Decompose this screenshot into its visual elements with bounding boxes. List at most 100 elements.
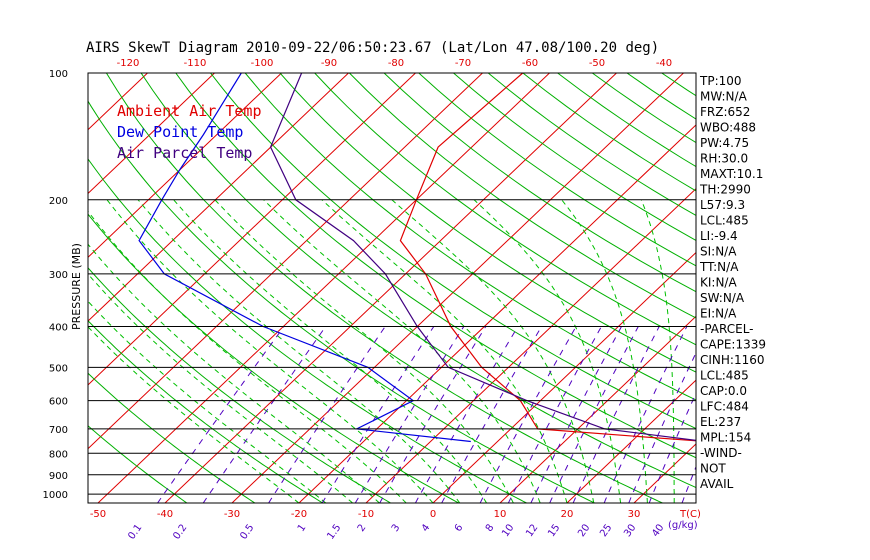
isotherm-line [97,73,550,503]
mixing-ratio-tick-label: 0.2 [171,522,189,541]
moist-adiabat-line [640,199,675,503]
pressure-tick-label: 300 [49,270,68,281]
mixing-ratio-line [321,326,435,503]
mixing-ratio-tick-label: 0.1 [126,522,144,541]
pressure-tick-label: 1000 [43,490,68,501]
mixing-ratio-tick-label: 30 [622,522,638,539]
moist-adiabat-line [88,326,300,503]
dry-adiabat-line [418,73,696,267]
index-entry: MAXT:10.1 [700,167,763,181]
dry-adiabat-line [661,73,696,97]
mixing-ratio-tick-label: 12 [524,522,540,539]
mixing-ratio-line [549,326,639,503]
index-entry: EL:237 [700,415,741,429]
top-temp-tick-label: -90 [321,58,337,69]
bottom-temp-tick-label: -20 [291,509,307,520]
isotherm-line [164,73,617,503]
mixing-ratio-line [202,326,327,503]
index-entry: TT:N/A [699,260,739,274]
pressure-tick-label: 900 [49,471,68,482]
bottom-temp-tick-label: -40 [157,509,173,520]
isotherm-line [0,73,81,503]
mixing-ratio-line [628,351,696,503]
bottom-temp-tick-label: -10 [358,509,374,520]
moist-adiabat-line [137,199,461,503]
mixing-ratio-line [379,326,487,503]
mixing-ratio-line [441,326,543,503]
moist-adiabat-line [88,273,353,503]
top-temp-tick-label: -100 [251,58,274,69]
mixing-ratio-line [530,326,622,503]
isotherm-line [835,73,870,503]
pressure-tick-label: 200 [49,196,68,207]
top-temp-tick-label: -40 [656,58,672,69]
dry-adiabat-line [88,320,324,503]
bottom-temp-tick-label: -50 [90,509,106,520]
index-entry: LCL:485 [700,214,749,228]
top-temp-tick-label: -70 [455,58,471,69]
index-entry: CAPE:1339 [700,338,766,352]
index-entry: FRZ:652 [700,105,750,119]
mixing-ratio-line [572,326,660,503]
dry-adiabat-line [766,73,870,503]
index-entry: LCL:485 [700,369,749,383]
pressure-tick-label: 100 [49,69,68,80]
moist-adiabat-line [88,210,407,503]
moist-adiabat-line [391,199,595,503]
index-entry: RH:30.0 [700,152,748,166]
bottom-temp-tick-label: 10 [494,509,507,520]
mixing-ratio-tick-label: 4 [420,522,433,534]
dry-adiabat-line [175,73,696,459]
mixing-ratio-tick-label: 8 [484,522,497,534]
moist-adiabat-line [561,199,648,503]
mixing-ratio-tick-label: 3 [390,522,403,534]
mixing-ratio-tick-label: 0.5 [238,522,256,541]
index-entry: SI:N/A [700,245,737,259]
moist-adiabat-line [214,199,514,503]
index-entry: LFC:484 [700,400,749,414]
dry-adiabat-line [88,372,256,503]
pressure-tick-label: 400 [49,323,68,334]
isotherm-line [88,73,215,195]
mixing-ratio-line [268,326,386,503]
dry-adiabat-line [279,73,696,373]
isotherm-line [88,73,483,450]
mixing-ratio-tick-label: 15 [546,522,562,539]
y-axis-label: PRESSURE (MB) [70,243,83,330]
mixing-ratio-tick-label: 1 [296,522,309,534]
index-entry: PW:4.75 [700,136,749,150]
background-lines [0,73,870,503]
bottom-temp-tick-label: -30 [224,509,240,520]
mixing-ratio-line [648,392,696,503]
index-entry: EI:N/A [700,307,737,321]
index-entry: MPL:154 [700,431,751,445]
index-entry: NOT [700,462,726,476]
mixing-ratio-tick-label: 6 [453,522,466,534]
top-temp-tick-label: -60 [522,58,538,69]
moist-adiabat-line [473,199,622,503]
dry-adiabat-line [88,425,188,503]
dry-adiabat-line [314,73,696,346]
dry-adiabat-line [88,100,595,503]
index-entry: AVAIL [700,477,734,491]
bottom-temp-tick-label: 0 [430,509,436,520]
pressure-tick-label: 500 [49,363,68,374]
mixing-ratio-line [603,326,688,503]
dry-adiabat-line [210,73,696,430]
pressure-grid [87,72,697,504]
top-temp-tick-label: -120 [117,58,140,69]
dry-adiabat-line [244,73,696,401]
isotherm-line [231,73,684,503]
mixing-ratio-line [414,326,519,503]
index-entry: -PARCEL- [700,322,754,336]
index-entry: LI:-9.4 [700,229,738,243]
dry-adiabat-line [88,158,527,503]
mixing-ratio-tick-label: 2 [356,522,369,534]
top-temp-tick-label: -50 [589,58,605,69]
index-entry: MW:N/A [700,90,748,104]
mixing-ratio-line [479,326,577,503]
pressure-tick-label: 600 [49,397,68,408]
mixing-ratio-unit-label: (g/kg) [668,520,698,531]
